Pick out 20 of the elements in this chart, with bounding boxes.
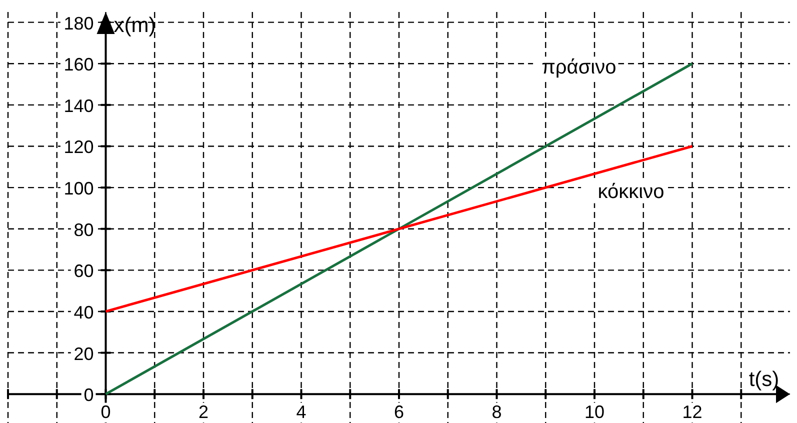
x-tick-label: 8 xyxy=(492,402,502,422)
x-tick-label: 0 xyxy=(100,402,111,422)
y-tick-label: 180 xyxy=(64,13,94,34)
y-tick-label: 140 xyxy=(64,96,94,116)
x-tick-label: 4 xyxy=(296,402,306,422)
y-tick-label: 20 xyxy=(74,344,94,364)
y-tick-label: 120 xyxy=(64,137,94,158)
y-tick-label: 160 xyxy=(64,54,94,75)
y-tick-label: 40 xyxy=(74,302,94,322)
series-label: πράσινο xyxy=(542,56,616,79)
y-tick-label: 80 xyxy=(74,220,94,240)
y-tick-label: 60 xyxy=(74,261,94,282)
x-tick-label: 10 xyxy=(584,402,605,422)
x-tick-label: 6 xyxy=(394,402,404,422)
series-label: κόκκινο xyxy=(598,181,664,204)
y-tick-label: 100 xyxy=(64,178,94,199)
x-axis-title: t(s) xyxy=(748,368,780,392)
y-tick-label: 0 xyxy=(84,385,94,406)
x-tick-label: 12 xyxy=(682,402,702,422)
x-tick-label: 2 xyxy=(198,402,209,422)
